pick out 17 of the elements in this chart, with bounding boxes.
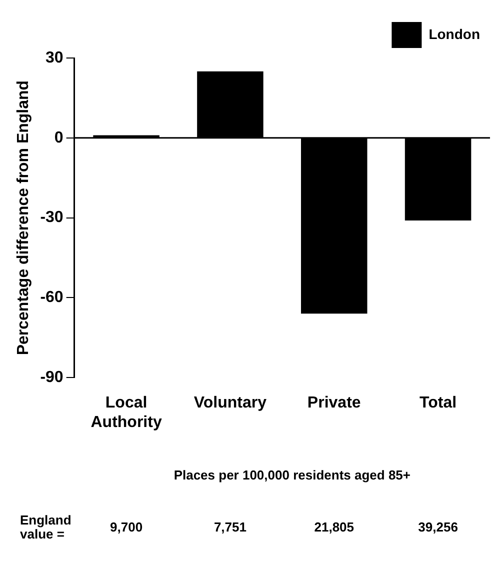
text: 9,700 — [110, 520, 143, 535]
text: 21,805 — [314, 520, 354, 535]
x-tick-label: Private — [307, 394, 361, 412]
text: Places per 100,000 residents aged 85+ — [174, 468, 411, 483]
x-tick-label: Voluntary — [194, 394, 267, 412]
y-tick-label: 30 — [46, 49, 64, 66]
x-tick-label: Local Authority — [90, 394, 162, 431]
x-tick-label: Total — [420, 394, 457, 412]
text: 39,256 — [418, 520, 458, 535]
legend-label: London — [428, 26, 480, 42]
y-axis-title: Percentage difference from England — [15, 80, 32, 356]
y-tick-label: -90 — [40, 369, 64, 386]
y-tick-label: -30 — [40, 209, 64, 226]
text: England value = — [20, 512, 72, 542]
y-tick-label: 0 — [54, 129, 64, 146]
y-tick-label: -60 — [40, 289, 64, 306]
text: 7,751 — [214, 520, 246, 535]
